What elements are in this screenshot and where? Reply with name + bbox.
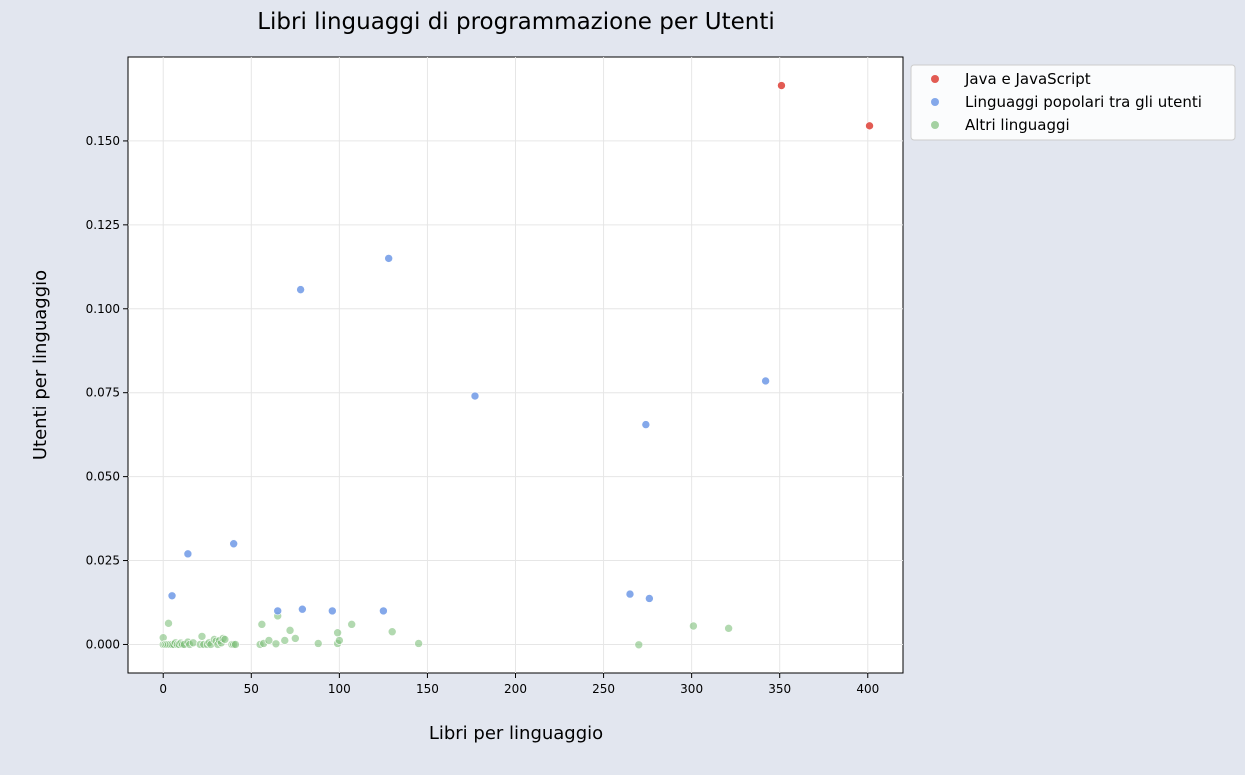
- x-tick-label: 100: [328, 682, 351, 696]
- x-tick-label: 150: [416, 682, 439, 696]
- legend: Java e JavaScript Linguaggi popolari tra …: [910, 64, 1236, 141]
- data-point: [220, 635, 230, 644]
- data-point: [167, 591, 177, 601]
- data-point: [724, 624, 733, 633]
- data-point: [347, 620, 356, 629]
- data-point: [379, 606, 388, 616]
- x-axis-ticks: 0 50 100 150 200 250 300 350 400: [159, 673, 879, 696]
- data-point: [470, 391, 480, 401]
- data-point: [384, 254, 393, 263]
- x-tick-label: 200: [504, 682, 527, 696]
- legend-marker: [931, 75, 939, 83]
- y-tick-label: 0.025: [86, 554, 120, 568]
- data-point: [645, 594, 654, 603]
- x-tick-label: 400: [856, 682, 879, 696]
- y-tick-label: 0.075: [86, 386, 120, 400]
- data-point: [777, 81, 786, 90]
- x-tick-label: 300: [680, 682, 703, 696]
- legend-label: Linguaggi popolari tra gli utenti: [965, 93, 1202, 111]
- data-point: [865, 121, 874, 131]
- data-point: [183, 549, 193, 559]
- legend-label: Altri linguaggi: [965, 116, 1070, 134]
- y-axis-ticks: 0.000 0.025 0.050 0.075 0.100 0.125 0.150: [86, 134, 128, 651]
- y-tick-label: 0.100: [86, 302, 120, 316]
- data-point: [625, 589, 635, 599]
- x-axis-title: Libri per linguaggio: [429, 723, 603, 744]
- y-tick-label: 0.000: [86, 637, 120, 651]
- data-point: [164, 619, 173, 628]
- legend-marker: [931, 98, 939, 106]
- x-tick-label: 350: [768, 682, 791, 696]
- data-point: [387, 627, 397, 637]
- data-point: [414, 639, 423, 648]
- y-tick-label: 0.150: [86, 134, 120, 148]
- y-axis-title: Utenti per linguaggio: [30, 270, 51, 460]
- data-points: [158, 81, 874, 650]
- data-point: [197, 632, 207, 641]
- x-tick-label: 0: [159, 682, 167, 696]
- chart-title: Libri linguaggi di programmazione per Ut…: [257, 9, 775, 35]
- data-point: [689, 621, 698, 631]
- data-point: [298, 604, 307, 614]
- data-point: [335, 636, 344, 645]
- y-tick-label: 0.050: [86, 470, 120, 484]
- data-point: [333, 628, 342, 638]
- data-point: [280, 636, 290, 645]
- x-tick-label: 50: [244, 682, 259, 696]
- data-point: [291, 634, 300, 643]
- data-point: [231, 640, 240, 649]
- legend-label: Java e JavaScript: [964, 70, 1091, 88]
- data-point: [761, 376, 770, 386]
- x-tick-label: 250: [592, 682, 615, 696]
- data-point: [285, 626, 295, 635]
- data-point: [634, 640, 644, 650]
- data-point: [313, 639, 323, 648]
- y-tick-label: 0.125: [86, 218, 120, 232]
- data-point: [229, 539, 238, 549]
- data-point: [296, 285, 305, 294]
- legend-box: [910, 64, 1236, 141]
- data-point: [328, 606, 337, 616]
- legend-marker: [931, 121, 939, 129]
- data-point: [271, 639, 281, 649]
- data-point: [257, 620, 267, 629]
- data-point: [264, 636, 274, 645]
- data-point: [273, 606, 283, 616]
- data-point: [641, 420, 651, 429]
- data-point: [188, 638, 198, 648]
